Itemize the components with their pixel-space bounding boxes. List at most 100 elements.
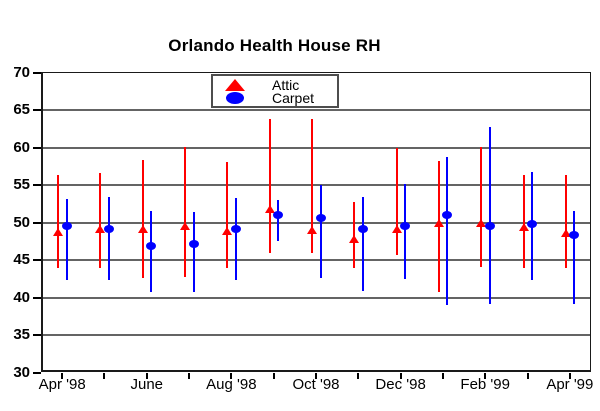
attic-error-bar [141,160,144,278]
gridline [43,184,590,186]
attic-error-bar [522,174,525,268]
y-tick [33,71,41,74]
y-tick [33,146,41,149]
attic-error-bar [268,119,271,254]
y-tick-label: 65 [13,101,30,118]
x-tick [103,372,106,379]
carpet-point-marker [569,231,580,240]
y-tick-label: 30 [13,363,30,381]
attic-point-marker [180,222,191,231]
y-tick [33,109,41,111]
carpet-error-bar [277,200,280,241]
legend-item-carpet: Carpet [213,89,337,106]
carpet-point-marker [442,211,453,219]
y-tick-label: 35 [13,326,30,343]
carpet-error-bar [107,197,110,280]
carpet-point-marker [273,211,284,219]
attic-point-marker [349,235,360,243]
x-tick [484,372,487,379]
x-tick [61,372,64,379]
carpet-error-bar [404,183,407,279]
legend-label-carpet: Carpet [272,89,315,106]
legend: Attic Carpet [211,74,339,108]
attic-point-marker [222,226,233,235]
carpet-point-marker [484,222,495,231]
legend-item-attic: Attic [213,76,337,93]
attic-error-bar [564,174,567,268]
carpet-point-marker [146,241,157,250]
x-tick [526,372,529,379]
attic-point-marker [518,223,529,231]
carpet-point-marker [61,222,72,231]
attic-error-bar [395,147,398,255]
chart-title: Orlando Health House RH [168,36,381,55]
carpet-point-marker [357,224,368,233]
attic-point-marker [391,225,402,234]
attic-error-bar [99,173,102,269]
attic-error-bar [480,146,483,267]
x-tick-label: Feb '99 [460,376,510,393]
y-tick-label: 50 [13,213,30,231]
attic-point-marker [560,229,571,237]
carpet-error-bar [192,212,195,293]
x-tick [230,372,233,379]
x-tick-label: Apr '99 [546,376,594,393]
x-tick [441,372,444,379]
attic-point-marker [137,225,148,234]
carpet-point-marker [527,220,538,228]
x-tick-label: Oct '98 [292,376,340,393]
attic-error-bar [184,146,187,278]
y-tick [33,296,41,299]
x-tick [188,372,191,379]
carpet-error-bar [150,210,153,292]
attic-point-marker [433,218,444,227]
x-tick [399,372,402,379]
y-tick-label: 40 [13,288,30,306]
x-tick-label: Dec '98 [375,376,426,393]
x-tick [568,372,571,379]
x-tick [272,372,275,379]
attic-error-bar [226,161,229,268]
y-tick-label: 60 [13,138,30,156]
y-tick [33,259,41,261]
y-tick-label: 55 [13,176,30,193]
legend-label-attic: Attic [272,76,300,93]
y-tick [33,184,41,186]
carpet-point-marker [188,239,199,248]
gridline [43,296,590,299]
attic-point-marker [307,226,317,234]
carpet-error-bar [573,210,576,304]
carpet-error-bar [446,156,449,305]
x-tick-label: June [130,376,164,393]
y-tick [33,334,41,336]
carpet-point-marker [400,221,411,230]
carpet-error-bar [488,126,491,305]
y-tick [33,371,41,374]
carpet-error-bar [65,198,68,281]
carpet-error-bar [234,197,237,280]
carpet-point-marker [103,224,114,233]
attic-error-bar [311,119,313,253]
gridline [43,334,590,336]
x-tick [315,372,317,379]
carpet-point-marker [230,224,241,233]
gridline [43,259,590,261]
carpet-marker-icon [213,91,257,104]
carpet-error-bar [319,185,322,278]
gridline [43,221,590,224]
attic-point-marker [53,227,64,236]
x-tick [145,372,148,379]
y-tick [33,221,41,224]
attic-point-marker [264,205,275,213]
gridline [43,146,590,149]
carpet-error-bar [361,197,364,291]
attic-point-marker [95,225,106,234]
y-tick-label: 45 [13,251,30,268]
carpet-point-marker [315,214,326,222]
y-tick-label: 70 [13,63,30,81]
x-tick-label: Aug '98 [206,376,257,393]
attic-marker-icon [213,78,257,91]
gridline [43,109,590,111]
x-tick [357,372,360,379]
